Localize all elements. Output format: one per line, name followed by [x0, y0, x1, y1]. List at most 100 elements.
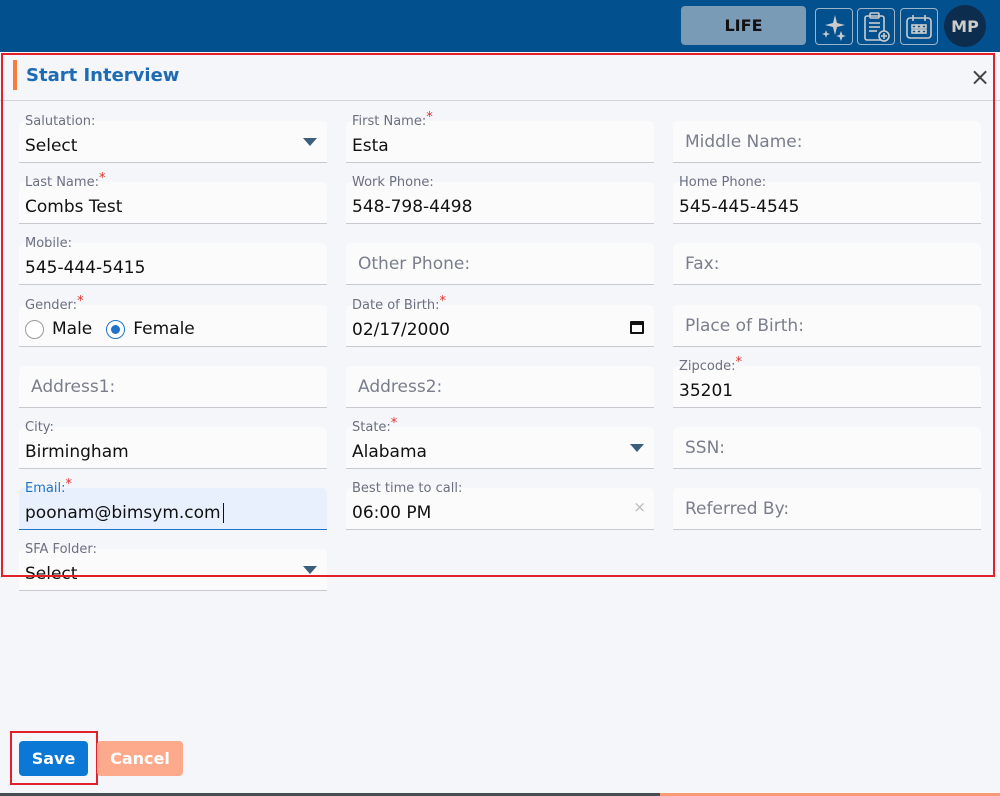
address1-placeholder: Address1: [31, 377, 116, 397]
last-name-value: Combs Test [25, 197, 122, 217]
last-name-label: Last Name:* [25, 171, 105, 190]
clipboard-add-icon[interactable] [857, 8, 895, 45]
zipcode-field[interactable]: Zipcode:* 35201 [673, 355, 981, 408]
email-value: poonam@bimsym.com [25, 503, 224, 523]
best-time-to-call-value-text: 06:00 PM [352, 503, 432, 523]
clear-icon[interactable]: × [633, 498, 646, 516]
zipcode-value-text: 35201 [679, 381, 734, 401]
mobile-label: Mobile: [25, 236, 72, 251]
date-of-birth-value-text: 02/17/2000 [352, 320, 450, 340]
avatar[interactable]: MP [944, 5, 986, 47]
sfa-folder-value-text: Select [25, 564, 78, 584]
work-phone-field[interactable]: Work Phone: 548-798-4498 [346, 175, 654, 224]
zipcode-value: 35201 [679, 381, 733, 401]
referred-by-placeholder: Referred By: [685, 499, 790, 519]
mobile-label-text: Mobile: [25, 236, 73, 251]
cancel-button[interactable]: Cancel [97, 741, 183, 776]
bottom-bar-dark [0, 793, 660, 796]
date-of-birth-field[interactable]: Date of Birth:* 02/17/2000 [346, 294, 654, 347]
gender-label-text: Gender: [25, 298, 78, 313]
gender-field[interactable]: Gender:* Male Female [19, 294, 327, 347]
work-phone-label: Work Phone: [352, 175, 434, 190]
email-label: Email:* [25, 477, 72, 496]
sfa-folder-label-text: SFA Folder: [25, 542, 97, 557]
city-field[interactable]: City: Birmingham [19, 420, 327, 469]
best-time-to-call-label-text: Best time to call: [352, 481, 463, 496]
chevron-down-icon[interactable] [303, 566, 317, 574]
salutation-label: Salutation: [25, 114, 95, 129]
first-name-label-text: First Name: [352, 114, 427, 129]
chevron-down-icon[interactable] [303, 138, 317, 146]
salutation-field[interactable]: Salutation: Select [19, 114, 327, 163]
calendar-icon[interactable] [630, 321, 644, 334]
home-phone-label: Home Phone: [679, 175, 766, 190]
work-phone-label-text: Work Phone: [352, 175, 434, 190]
state-value-text: Alabama [352, 442, 427, 462]
work-phone-value-text: 548-798-4498 [352, 197, 473, 217]
state-field[interactable]: State:* Alabama [346, 416, 654, 469]
radio-female[interactable] [106, 319, 126, 339]
home-phone-field[interactable]: Home Phone: 545-445-4545 [673, 175, 981, 224]
gender-radio-group: Male Female [25, 319, 195, 339]
product-life-button[interactable]: LIFE [681, 6, 806, 45]
ssn-field[interactable]: SSN: [673, 427, 981, 469]
address2-placeholder: Address2: [358, 377, 443, 397]
mobile-field[interactable]: Mobile: 545-444-5415 [19, 236, 327, 285]
required-asterisk: * [98, 171, 106, 186]
first-name-value-text: Esta [352, 136, 389, 156]
calendar-icon[interactable] [900, 8, 938, 45]
place-of-birth-field[interactable]: Place of Birth: [673, 305, 981, 347]
ssn-placeholder: SSN: [685, 438, 726, 458]
other-phone-field[interactable]: Other Phone: [346, 243, 654, 285]
last-name-field[interactable]: Last Name:* Combs Test [19, 171, 327, 224]
sparkle-icon[interactable] [815, 8, 853, 45]
email-value-text: poonam@bimsym.com [25, 503, 221, 523]
zipcode-label-text: Zipcode: [679, 359, 736, 374]
email-field[interactable]: Email:* poonam@bimsym.com [19, 477, 327, 530]
address2-field[interactable]: Address2: [346, 366, 654, 408]
state-label: State:* [352, 416, 397, 435]
sfa-folder-value: Select [25, 564, 77, 584]
mobile-value-text: 545-444-5415 [25, 258, 146, 278]
middle-name-field[interactable]: Middle Name: [673, 121, 981, 163]
required-asterisk: * [735, 355, 743, 370]
chevron-down-icon[interactable] [630, 444, 644, 452]
title-accent-bar [13, 60, 17, 90]
required-asterisk: * [390, 416, 398, 431]
city-label: City: [25, 420, 54, 435]
first-name-value: Esta [352, 136, 389, 156]
date-of-birth-value: 02/17/2000 [352, 320, 450, 340]
state-label-text: State: [352, 420, 391, 435]
required-asterisk: * [426, 110, 433, 125]
best-time-to-call-value: 06:00 PM [352, 503, 431, 523]
gender-option-male: Male [52, 319, 93, 339]
required-asterisk: * [77, 294, 84, 309]
bottom-bar-accent [660, 793, 1000, 796]
date-of-birth-label: Date of Birth:* [352, 294, 446, 313]
other-phone-placeholder: Other Phone: [358, 254, 471, 274]
page-title: Start Interview [26, 65, 180, 86]
middle-name-placeholder: Middle Name: [685, 132, 803, 152]
radio-male[interactable] [25, 319, 44, 339]
salutation-value-text: Select [25, 136, 78, 156]
salutation-label-text: Salutation: [25, 114, 96, 129]
first-name-field[interactable]: First Name:* Esta [346, 110, 654, 163]
fax-field[interactable]: Fax: [673, 243, 981, 285]
salutation-value: Select [25, 136, 77, 156]
fax-placeholder: Fax: [685, 254, 720, 274]
sfa-folder-field[interactable]: SFA Folder: Select [19, 542, 327, 591]
save-button[interactable]: Save [19, 741, 88, 776]
address1-field[interactable]: Address1: [19, 366, 327, 408]
top-bar: LIFE MP [0, 0, 1000, 52]
mobile-value: 545-444-5415 [25, 258, 145, 278]
last-name-label-text: Last Name: [25, 175, 99, 190]
referred-by-field[interactable]: Referred By: [673, 488, 981, 530]
required-asterisk: * [439, 294, 446, 309]
best-time-to-call-field[interactable]: Best time to call: 06:00 PM × [346, 481, 654, 530]
close-icon[interactable]: × [970, 63, 991, 91]
gender-option-female: Female [133, 319, 195, 339]
text-cursor [222, 503, 224, 523]
city-value: Birmingham [25, 442, 129, 462]
city-label-text: City: [25, 420, 54, 435]
work-phone-value: 548-798-4498 [352, 197, 472, 217]
